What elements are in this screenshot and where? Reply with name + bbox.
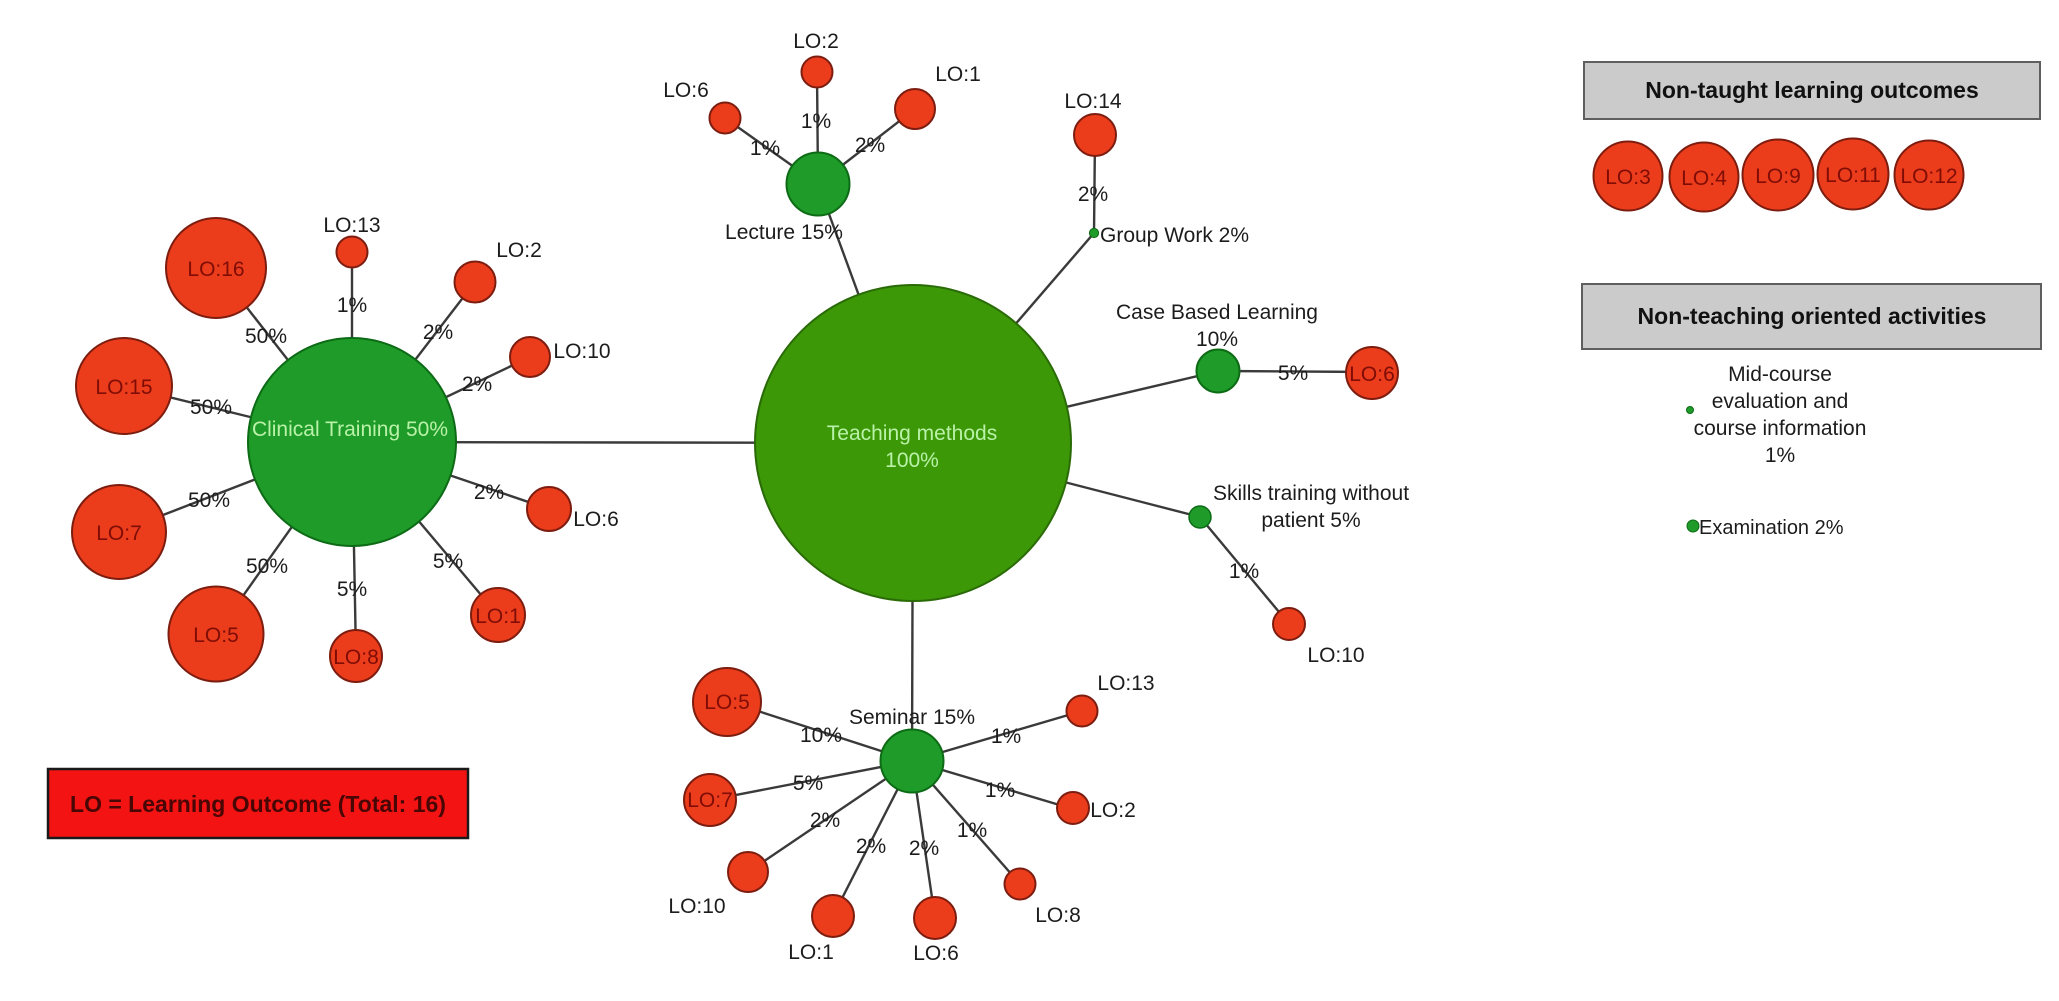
svg-text:LO:9: LO:9 (1755, 165, 1801, 188)
svg-text:course information: course information (1694, 417, 1867, 440)
svg-text:1%: 1% (1229, 560, 1259, 583)
svg-text:LO:2: LO:2 (793, 30, 839, 53)
svg-text:LO:5: LO:5 (193, 624, 239, 647)
svg-text:LO:8: LO:8 (333, 646, 379, 669)
svg-text:LO:13: LO:13 (1097, 672, 1154, 695)
svg-text:LO:1: LO:1 (475, 605, 521, 628)
svg-text:Skills training without: Skills training without (1213, 482, 1409, 505)
svg-text:LO:16: LO:16 (187, 258, 244, 281)
svg-text:Non-taught learning outcomes: Non-taught learning outcomes (1645, 77, 1979, 103)
svg-text:evaluation and: evaluation and (1712, 390, 1849, 413)
svg-text:LO:10: LO:10 (553, 340, 610, 363)
svg-text:Lecture 15%: Lecture 15% (725, 221, 843, 244)
svg-text:LO:6: LO:6 (1349, 363, 1395, 386)
svg-text:2%: 2% (423, 321, 453, 344)
svg-text:50%: 50% (246, 555, 288, 578)
svg-text:Teaching methods: Teaching methods (827, 422, 997, 445)
svg-text:1%: 1% (750, 137, 780, 160)
svg-text:50%: 50% (188, 489, 230, 512)
svg-text:Seminar 15%: Seminar 15% (849, 706, 975, 729)
svg-text:LO:1: LO:1 (788, 941, 834, 964)
svg-text:1%: 1% (957, 819, 987, 842)
svg-text:2%: 2% (856, 835, 886, 858)
svg-text:LO:15: LO:15 (95, 376, 152, 399)
svg-text:LO:10: LO:10 (668, 895, 725, 918)
svg-text:10%: 10% (1196, 328, 1238, 351)
svg-text:5%: 5% (433, 550, 463, 573)
svg-text:1%: 1% (1765, 444, 1795, 467)
svg-text:2%: 2% (1078, 183, 1108, 206)
svg-text:100%: 100% (885, 449, 939, 472)
svg-text:10%: 10% (800, 724, 842, 747)
svg-text:LO:2: LO:2 (1090, 799, 1136, 822)
svg-text:LO:5: LO:5 (704, 691, 750, 714)
svg-text:2%: 2% (909, 837, 939, 860)
svg-text:LO:1: LO:1 (935, 63, 981, 86)
svg-text:2%: 2% (810, 809, 840, 832)
svg-text:patient 5%: patient 5% (1261, 509, 1360, 532)
svg-text:2%: 2% (462, 373, 492, 396)
svg-text:2%: 2% (474, 481, 504, 504)
svg-text:5%: 5% (337, 578, 367, 601)
svg-text:LO:6: LO:6 (573, 508, 619, 531)
svg-text:50%: 50% (245, 325, 287, 348)
svg-text:Case Based Learning: Case Based Learning (1116, 301, 1318, 324)
svg-text:LO:14: LO:14 (1064, 90, 1122, 113)
svg-text:LO:6: LO:6 (913, 942, 959, 965)
svg-text:2%: 2% (855, 134, 885, 157)
svg-text:5%: 5% (793, 772, 823, 795)
svg-text:LO:8: LO:8 (1035, 904, 1081, 927)
svg-text:Non-teaching oriented activiti: Non-teaching oriented activities (1638, 303, 1987, 329)
svg-text:1%: 1% (985, 779, 1015, 802)
svg-text:LO:3: LO:3 (1605, 166, 1651, 189)
svg-text:LO:11: LO:11 (1825, 164, 1881, 187)
svg-text:LO:2: LO:2 (496, 239, 542, 262)
svg-text:LO:10: LO:10 (1307, 644, 1364, 667)
svg-text:LO:12: LO:12 (1900, 165, 1957, 188)
svg-text:1%: 1% (337, 294, 367, 317)
svg-text:LO:7: LO:7 (687, 789, 733, 812)
svg-text:Group Work 2%: Group Work 2% (1100, 224, 1249, 247)
svg-text:5%: 5% (1278, 362, 1308, 385)
svg-text:LO:6: LO:6 (663, 79, 709, 102)
svg-text:LO:4: LO:4 (1681, 167, 1727, 190)
svg-text:Examination 2%: Examination 2% (1699, 517, 1844, 539)
svg-text:LO = Learning Outcome (Total:: LO = Learning Outcome (Total: 16) (70, 791, 446, 817)
svg-text:Clinical Training 50%: Clinical Training 50% (252, 418, 448, 441)
svg-text:1%: 1% (801, 110, 831, 133)
svg-text:50%: 50% (190, 396, 232, 419)
svg-text:Mid-course: Mid-course (1728, 363, 1832, 386)
svg-text:1%: 1% (991, 725, 1021, 748)
svg-text:LO:7: LO:7 (96, 522, 142, 545)
svg-text:LO:13: LO:13 (323, 214, 380, 237)
